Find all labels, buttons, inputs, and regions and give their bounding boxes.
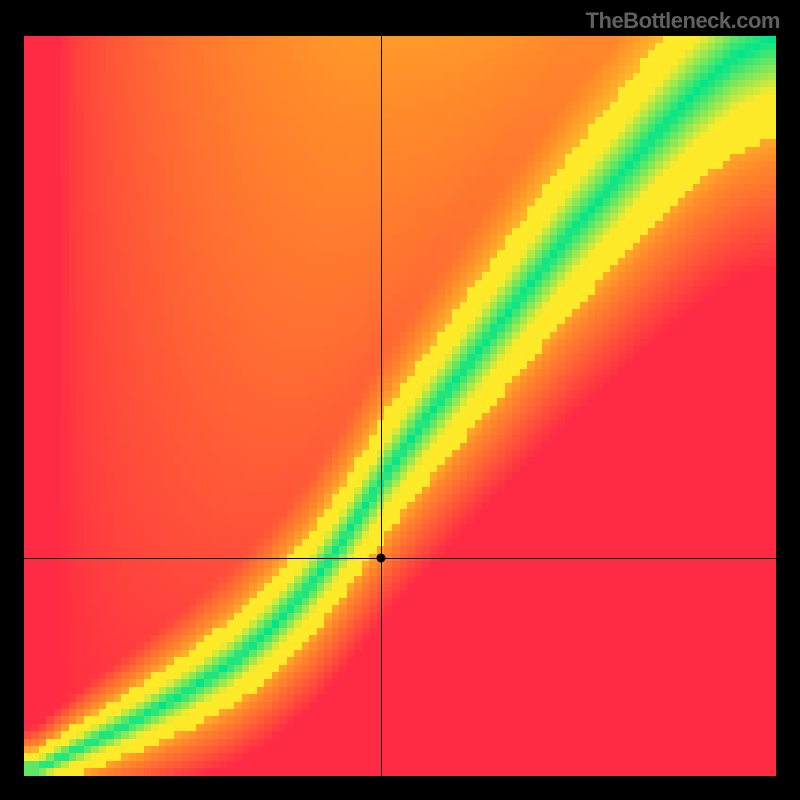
crosshair-dot	[377, 553, 386, 562]
plot-area	[24, 36, 776, 776]
crosshair-horizontal	[24, 558, 776, 559]
watermark-text: TheBottleneck.com	[586, 8, 780, 34]
chart-container: TheBottleneck.com	[0, 0, 800, 800]
heatmap-canvas	[24, 36, 776, 776]
crosshair-vertical	[381, 36, 382, 776]
